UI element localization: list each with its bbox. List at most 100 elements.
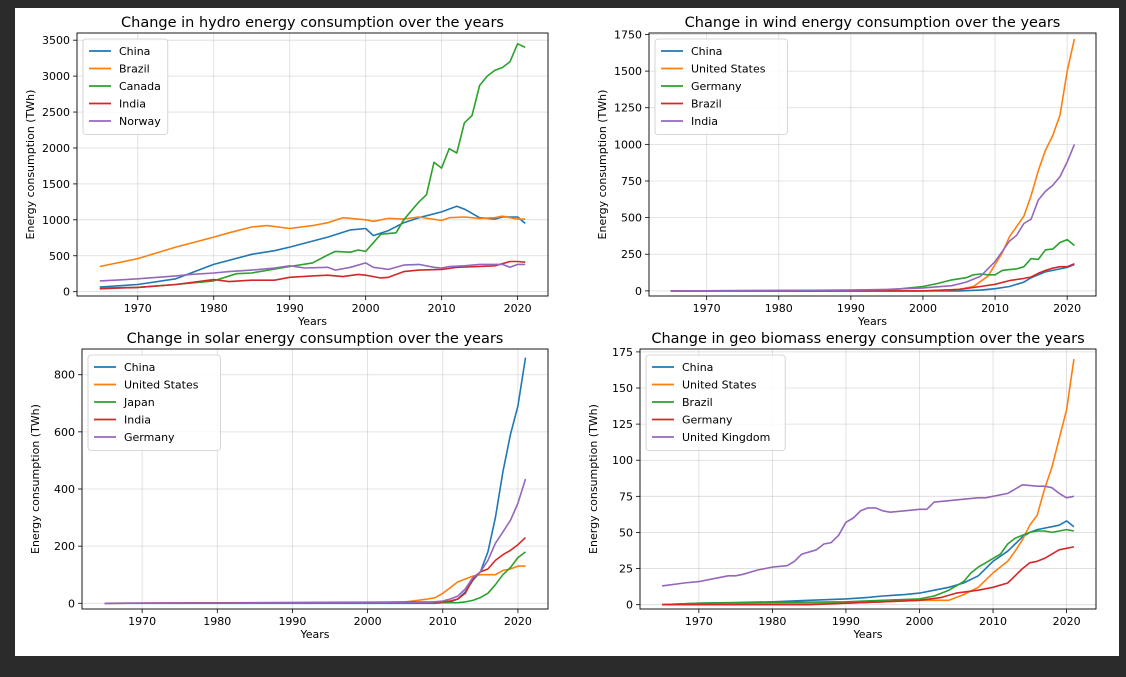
legend-label: Norway [119, 115, 161, 128]
x-axis-label: Years [852, 628, 882, 641]
legend-label: Brazil [691, 98, 722, 111]
x-tick-label: 1970 [124, 302, 152, 315]
chart-panel-1: 1970 1980 1990 2000 2010 2020 0 500 1000 1500 2000… [24, 15, 549, 328]
legend-box [82, 38, 169, 135]
series-line-germany [662, 546, 1075, 606]
y-axis-label: Energy consumption (TWh) [24, 90, 37, 240]
x-tick-label: 2000 [909, 302, 937, 315]
chart-title: Change in geo biomass energy consumption… [651, 331, 1084, 347]
x-tick-label: 1980 [758, 615, 786, 628]
y-tick-label: 75 [619, 490, 633, 503]
legend: China United States Brazil Germany United Ki… [645, 354, 786, 451]
y-tick-label: 3000 [42, 70, 70, 83]
legend-box [87, 354, 221, 451]
series-line-japan [104, 551, 526, 605]
legend: China United States Japan India Germany [87, 354, 221, 451]
y-tick-label: 0 [626, 599, 633, 612]
y-tick-label: 600 [54, 426, 75, 439]
x-axis-label: Years [297, 315, 327, 328]
y-tick-label: 500 [621, 212, 642, 225]
series-line-brazil [99, 215, 526, 268]
y-tick-label: 1250 [614, 102, 642, 115]
y-tick-label: 500 [49, 250, 70, 263]
legend-label: Canada [119, 80, 161, 93]
legend-label: United Kingdom [682, 431, 770, 444]
legend-label: China [682, 361, 713, 374]
y-tick-label: 1000 [614, 138, 642, 151]
y-axis-label: Energy consumption (TWh) [29, 404, 42, 554]
x-tick-label: 2020 [1053, 302, 1081, 315]
series-line-china [99, 205, 526, 288]
x-tick-label: 1970 [685, 615, 713, 628]
x-tick-label: 2000 [905, 615, 933, 628]
legend-label: India [691, 115, 718, 128]
figure: 1970 1980 1990 2000 2010 2020 0 500 1000 1500 2000… [15, 8, 1119, 656]
x-tick-label: 2000 [352, 302, 380, 315]
chart-title: Change in hydro energy consumption over … [121, 15, 504, 31]
legend-label: India [124, 414, 151, 427]
legend-label: United States [124, 379, 199, 392]
y-axis-label: Energy consumption (TWh) [596, 90, 609, 240]
x-axis-label: Years [299, 628, 329, 641]
y-tick-label: 100 [612, 454, 633, 467]
legend: China United States Germany Brazil India [654, 38, 788, 135]
series-line-germany [670, 238, 1075, 292]
legend-label: Germany [682, 414, 733, 427]
legend-label: Brazil [682, 396, 713, 409]
chart-panel-3: 1970 1980 1990 2000 2010 2020 0 200 400 600 800 Cha… [29, 331, 549, 641]
y-tick-label: 3500 [42, 34, 70, 47]
axes-frame [648, 32, 1097, 297]
x-tick-label: 1980 [765, 302, 793, 315]
x-tick-label: 1980 [203, 615, 231, 628]
series-line-india [670, 144, 1076, 292]
y-tick-label: 1000 [42, 214, 70, 227]
x-tick-label: 1990 [832, 615, 860, 628]
y-tick-label: 1750 [614, 28, 642, 41]
x-tick-label: 2010 [981, 302, 1009, 315]
x-tick-label: 1990 [837, 302, 865, 315]
legend-label: Japan [123, 396, 155, 409]
series-line-china [662, 520, 1075, 606]
series-line-norway [99, 262, 526, 282]
x-tick-label: 2010 [429, 615, 457, 628]
y-axis-label: Energy consumption (TWh) [587, 404, 600, 554]
legend-label: India [119, 98, 146, 111]
series-line-germany [104, 478, 527, 605]
legend-label: Brazil [119, 63, 150, 76]
x-tick-label: 1990 [278, 615, 306, 628]
x-tick-label: 2020 [504, 615, 532, 628]
y-tick-label: 2000 [42, 142, 70, 155]
axes-frame [639, 348, 1097, 610]
legend-label: Germany [124, 431, 175, 444]
y-tick-label: 175 [612, 346, 633, 359]
x-tick-label: 1990 [276, 302, 304, 315]
axes-frame [81, 348, 549, 610]
y-tick-label: 200 [54, 540, 75, 553]
y-tick-label: 25 [619, 563, 633, 576]
y-tick-label: 0 [635, 285, 642, 298]
series-line-brazil [670, 263, 1075, 292]
y-tick-label: 2500 [42, 106, 70, 119]
chart-panel-2: 1970 1980 1990 2000 2010 2020 0 250 500 750 1000 12… [596, 15, 1097, 328]
chart-title: Change in wind energy consumption over t… [685, 15, 1061, 31]
y-tick-label: 0 [68, 597, 75, 610]
x-tick-label: 2010 [428, 302, 456, 315]
series-line-india [104, 537, 527, 605]
x-tick-label: 2010 [979, 615, 1007, 628]
x-tick-label: 1970 [128, 615, 156, 628]
series-line-united-states [104, 565, 526, 605]
y-tick-label: 1500 [42, 178, 70, 191]
series-line-brazil [662, 528, 1075, 606]
legend-label: China [124, 361, 155, 374]
series-line-united-kingdom [661, 484, 1075, 587]
legend-label: China [691, 45, 722, 58]
x-tick-label: 1980 [200, 302, 228, 315]
x-axis-label: Years [857, 315, 887, 328]
y-tick-label: 50 [619, 526, 633, 539]
chart-panel-4: 1970 1980 1990 2000 2010 2020 0 25 50 75 100 125 150… [587, 331, 1097, 641]
legend-label: United States [682, 379, 757, 392]
y-tick-label: 800 [54, 369, 75, 382]
x-tick-label: 2000 [354, 615, 382, 628]
x-tick-label: 1970 [693, 302, 721, 315]
series-line-india [99, 260, 526, 290]
